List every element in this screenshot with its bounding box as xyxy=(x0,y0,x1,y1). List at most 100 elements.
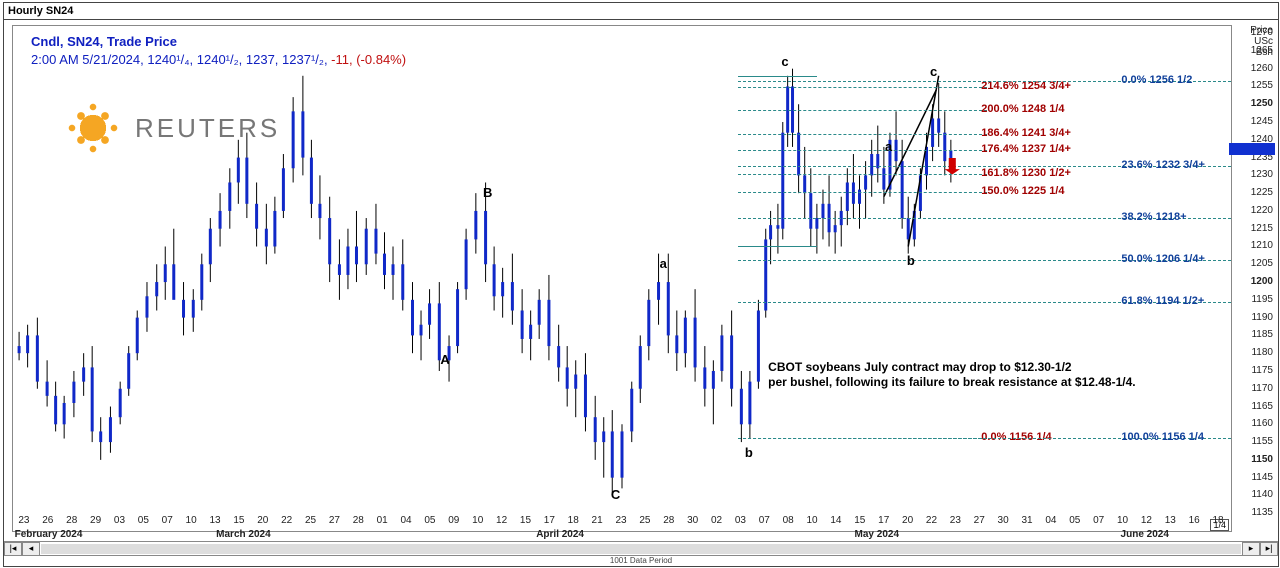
x-tick: 17 xyxy=(878,515,889,526)
x-tick: 29 xyxy=(90,515,101,526)
x-tick: 23 xyxy=(615,515,626,526)
x-axis: 2326282903050710131520222527280104050910… xyxy=(12,512,1230,542)
y-tick: 1200 xyxy=(1251,276,1273,287)
fib-label: 100.0% 1156 1/4 xyxy=(1121,431,1204,443)
y-tick: 1260 xyxy=(1251,63,1273,74)
y-tick: 1185 xyxy=(1251,329,1273,340)
plot-area[interactable]: Cndl, SN24, Trade Price 2:00 AM 5/21/202… xyxy=(12,25,1232,532)
y-tick: 1135 xyxy=(1251,507,1273,518)
wave-label: A xyxy=(440,352,449,367)
scroll-last-icon[interactable]: ▸| xyxy=(1260,542,1278,556)
x-tick: 10 xyxy=(806,515,817,526)
x-tick: 10 xyxy=(472,515,483,526)
x-month-label: March 2024 xyxy=(216,529,270,540)
x-tick: 21 xyxy=(592,515,603,526)
x-tick: 28 xyxy=(66,515,77,526)
fib-label: 186.4% 1241 3/4+ xyxy=(981,127,1071,139)
x-tick: 27 xyxy=(329,515,340,526)
x-month-label: February 2024 xyxy=(15,529,83,540)
y-tick: 1190 xyxy=(1251,312,1273,323)
x-tick: 31 xyxy=(1021,515,1032,526)
status-bar: 1001 Data Period xyxy=(4,555,1278,566)
window-title: Hourly SN24 xyxy=(4,3,1278,20)
x-tick: 14 xyxy=(830,515,841,526)
x-tick: 04 xyxy=(400,515,411,526)
x-tick: 10 xyxy=(1117,515,1128,526)
scroll-left-icon[interactable]: ◂ xyxy=(22,542,40,556)
y-tick: 1145 xyxy=(1251,472,1273,483)
x-tick: 05 xyxy=(138,515,149,526)
wave-label: b xyxy=(907,253,915,268)
x-tick: 07 xyxy=(1093,515,1104,526)
price-marker xyxy=(1229,143,1275,155)
scroll-first-icon[interactable]: |◂ xyxy=(4,542,22,556)
x-tick: 07 xyxy=(162,515,173,526)
x-tick: 25 xyxy=(305,515,316,526)
x-tick: 04 xyxy=(1045,515,1056,526)
x-tick: 16 xyxy=(1189,515,1200,526)
x-tick: 20 xyxy=(902,515,913,526)
x-tick: 03 xyxy=(114,515,125,526)
x-tick: 02 xyxy=(711,515,722,526)
wave-label: c xyxy=(781,54,788,69)
h-scrollbar[interactable]: |◂ ◂ ▸ ▸| xyxy=(4,541,1278,556)
y-tick: 1250 xyxy=(1251,98,1273,109)
x-tick: 15 xyxy=(520,515,531,526)
y-tick: 1205 xyxy=(1251,258,1273,269)
y-axis: PriceUScBsh 1270126512601255125012451240… xyxy=(1231,25,1275,530)
y-tick: 1160 xyxy=(1251,418,1273,429)
y-tick: 1230 xyxy=(1251,169,1273,180)
x-tick: 12 xyxy=(496,515,507,526)
x-tick: 30 xyxy=(687,515,698,526)
fib-label: 150.0% 1225 1/4 xyxy=(981,185,1064,197)
x-tick: 20 xyxy=(257,515,268,526)
commentary-text: CBOT soybeans July contract may drop to … xyxy=(768,360,1135,390)
x-tick: 03 xyxy=(735,515,746,526)
fib-label: 50.0% 1206 1/4+ xyxy=(1121,253,1205,265)
wave-label: c xyxy=(930,64,937,79)
x-tick: 28 xyxy=(353,515,364,526)
fib-label: 176.4% 1237 1/4+ xyxy=(981,143,1071,155)
wave-label: B xyxy=(483,185,492,200)
x-tick: 22 xyxy=(926,515,937,526)
x-tick: 17 xyxy=(544,515,555,526)
chart-window: Hourly SN24 Cndl, SN24, Trade Price 2:00… xyxy=(3,2,1279,567)
x-tick: 12 xyxy=(1141,515,1152,526)
y-tick: 1165 xyxy=(1251,401,1273,412)
scroll-right-icon[interactable]: ▸ xyxy=(1242,542,1260,556)
x-tick: 27 xyxy=(974,515,985,526)
fib-label: 200.0% 1248 1/4 xyxy=(981,103,1064,115)
x-tick: 22 xyxy=(281,515,292,526)
fib-line xyxy=(738,192,988,193)
fib-line xyxy=(738,110,988,111)
y-tick: 1180 xyxy=(1251,347,1273,358)
scroll-track[interactable] xyxy=(41,544,1241,554)
wave-label: C xyxy=(611,487,620,502)
x-tick: 09 xyxy=(448,515,459,526)
range-line xyxy=(738,76,817,77)
x-tick: 13 xyxy=(209,515,220,526)
y-tick: 1140 xyxy=(1251,489,1273,500)
x-tick: 15 xyxy=(854,515,865,526)
y-tick: 1195 xyxy=(1251,294,1273,305)
x-tick: 28 xyxy=(663,515,674,526)
x-tick: 18 xyxy=(1212,515,1223,526)
x-month-label: May 2024 xyxy=(855,529,899,540)
y-tick: 1220 xyxy=(1251,205,1273,216)
x-tick: 10 xyxy=(186,515,197,526)
fib-label: 0.0% 1256 1/2 xyxy=(1121,74,1192,86)
y-tick: 1255 xyxy=(1251,80,1273,91)
x-tick: 25 xyxy=(639,515,650,526)
y-tick: 1265 xyxy=(1251,45,1273,56)
x-tick: 07 xyxy=(759,515,770,526)
x-month-label: June 2024 xyxy=(1121,529,1169,540)
fib-label: 38.2% 1218+ xyxy=(1121,211,1186,223)
fib-label: 161.8% 1230 1/2+ xyxy=(981,167,1071,179)
y-tick: 1210 xyxy=(1251,240,1273,251)
x-tick: 08 xyxy=(783,515,794,526)
x-tick: 23 xyxy=(950,515,961,526)
x-tick: 15 xyxy=(233,515,244,526)
x-tick: 01 xyxy=(377,515,388,526)
wave-label: b xyxy=(745,445,753,460)
x-tick: 05 xyxy=(424,515,435,526)
